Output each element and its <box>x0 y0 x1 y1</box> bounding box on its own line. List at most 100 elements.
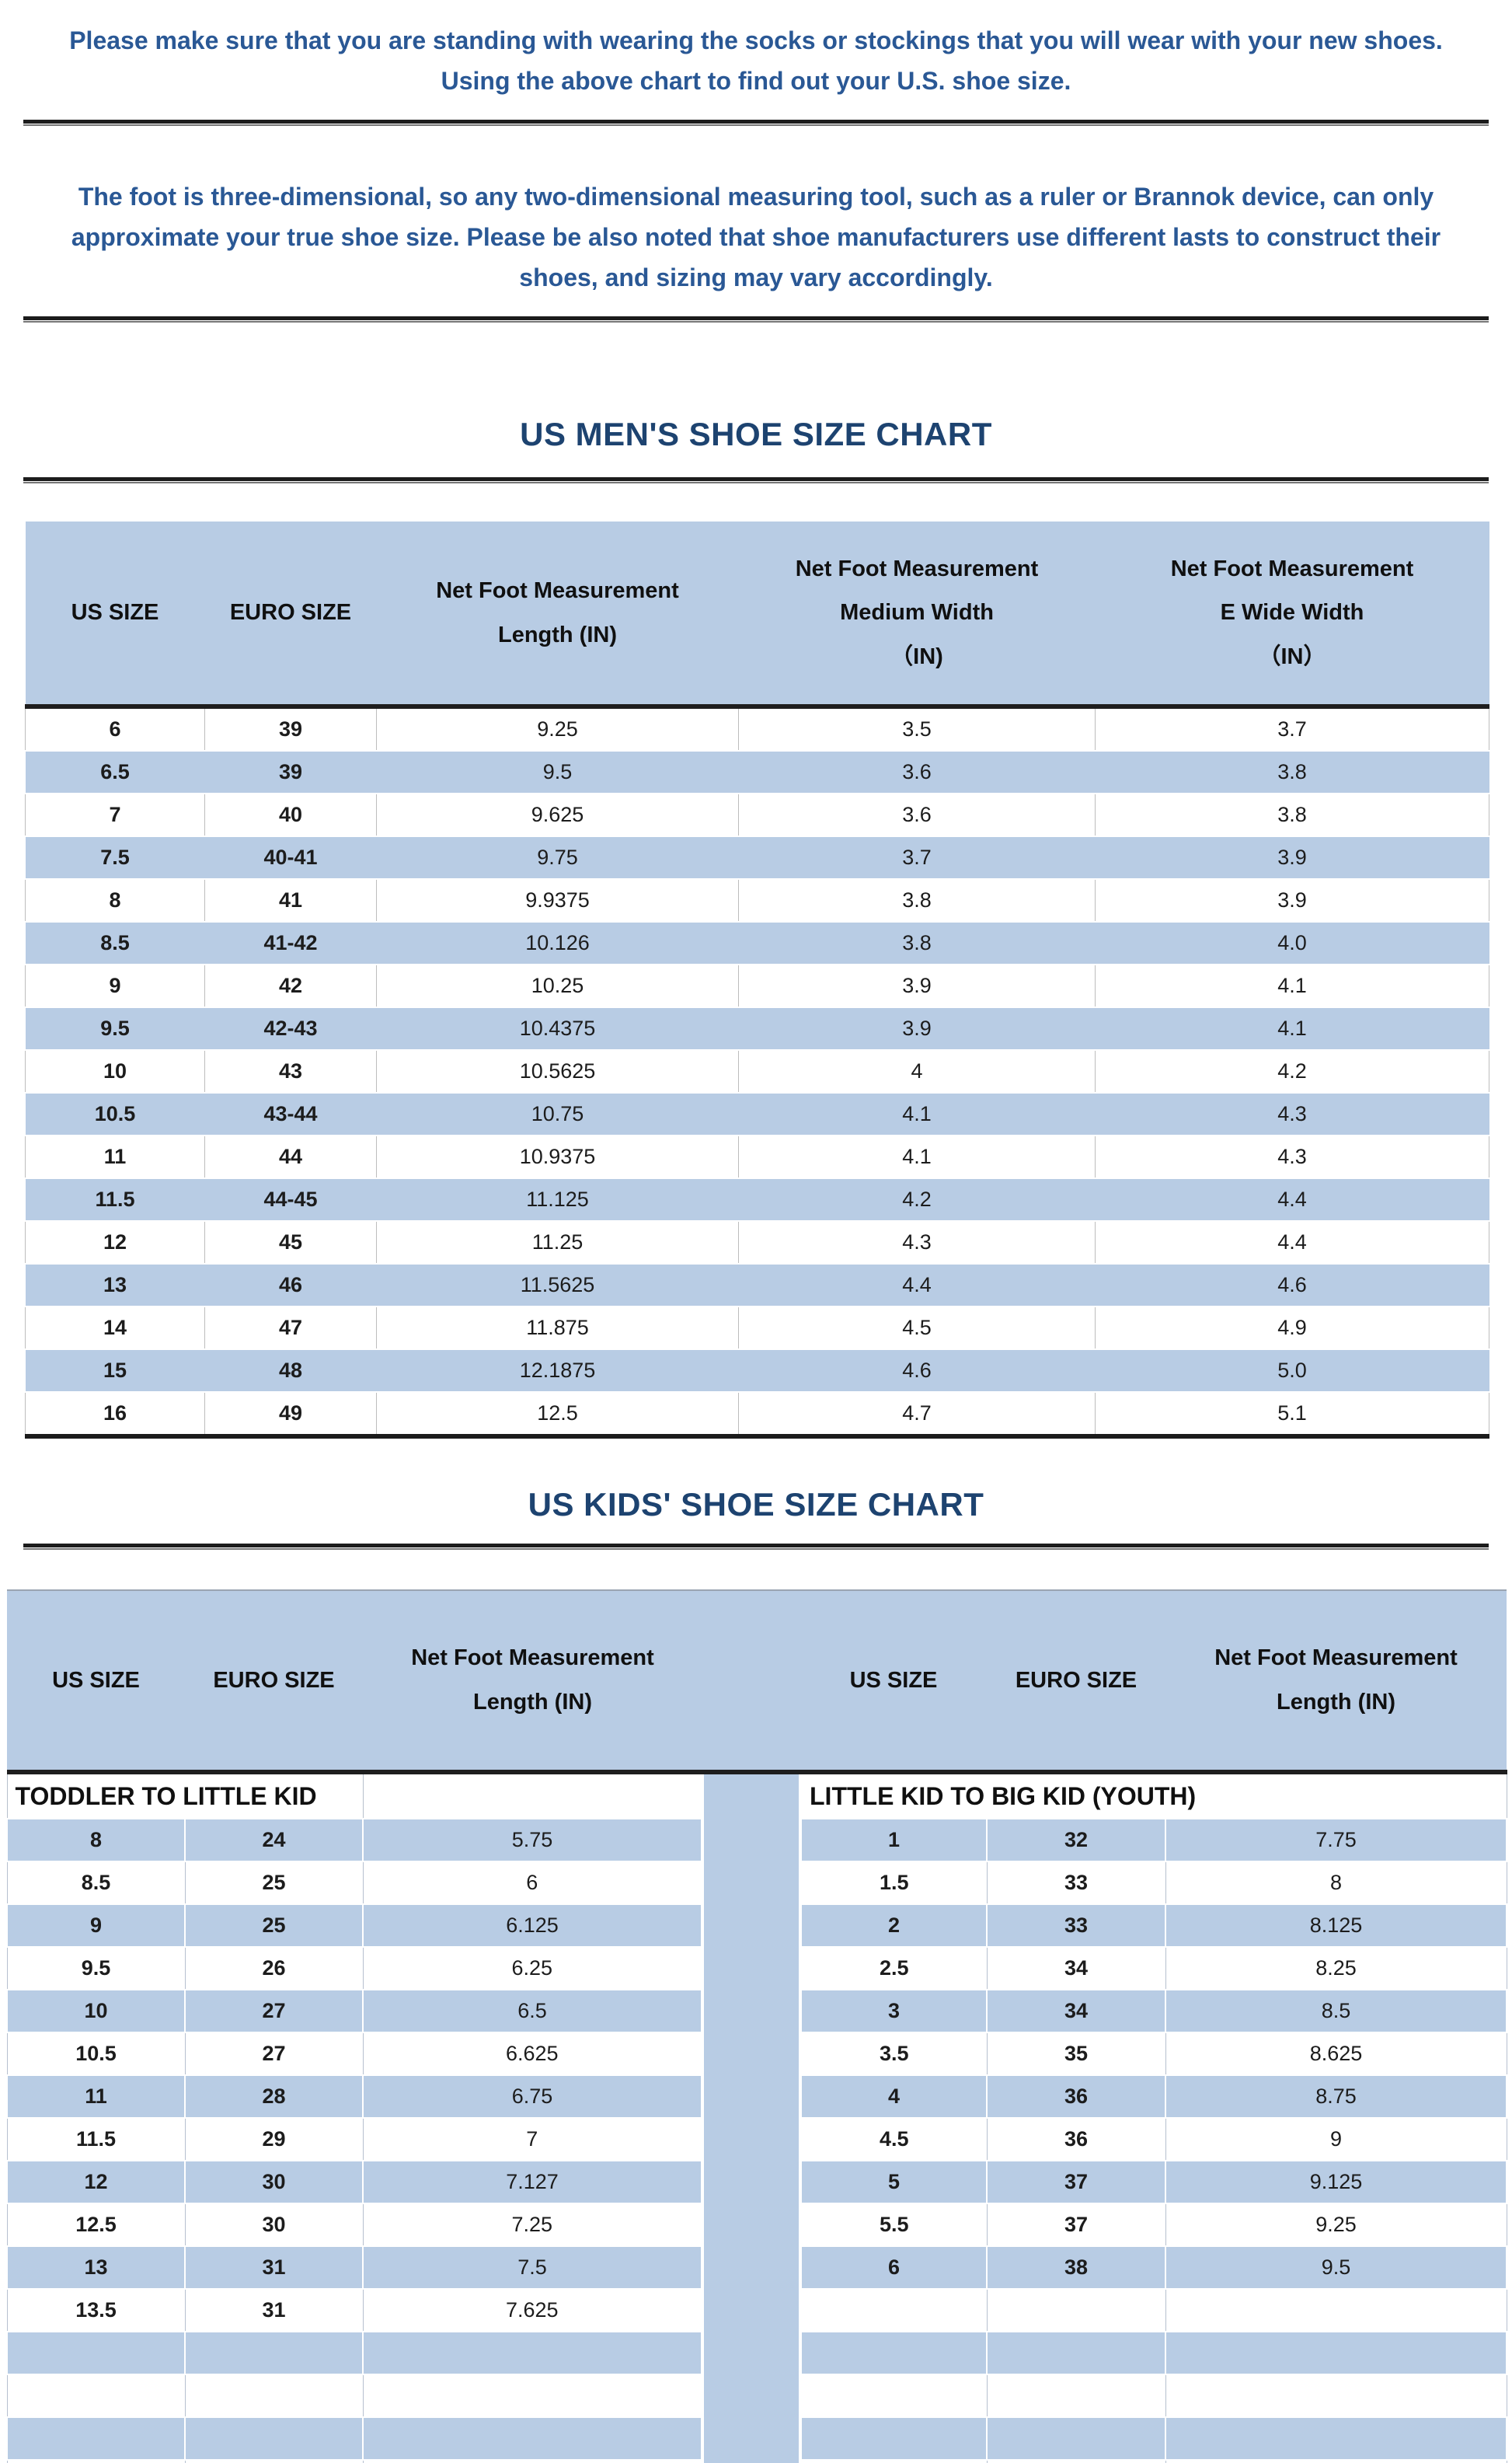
cell: 4.4 <box>738 1263 1096 1307</box>
cell: 40-41 <box>204 836 377 880</box>
cell: 46 <box>204 1263 377 1307</box>
cell: 3.6 <box>738 793 1096 837</box>
cell <box>362 2459 703 2463</box>
cell: 4.6 <box>1095 1263 1489 1307</box>
kids-col-header-us-size-left: US SIZE <box>7 1589 185 1774</box>
cell: 4.6 <box>738 1348 1096 1393</box>
column-gap <box>701 2032 802 2076</box>
table-row: 8.5 25 6 1.5 33 8 <box>6 1861 1507 1905</box>
mens-col-header-us-size: US SIZE <box>25 522 205 709</box>
cell: 11.25 <box>376 1220 739 1265</box>
table-row: 6 39 9.25 3.5 3.7 <box>25 706 1489 752</box>
column-gap <box>701 2459 802 2463</box>
table-row: 6.5 39 9.5 3.6 3.8 <box>25 750 1489 794</box>
cell: 4.4 <box>1095 1177 1489 1222</box>
table-row: 8 41 9.9375 3.8 3.9 <box>25 878 1489 923</box>
cell: 3.8 <box>1095 793 1489 837</box>
cell: 12.1875 <box>376 1348 739 1393</box>
kids-col-header-length-left: Net Foot Measurement Length (IN) <box>363 1589 702 1774</box>
cell: 47 <box>204 1306 377 1350</box>
cell: 10.5 <box>25 1092 205 1136</box>
cell: 27 <box>184 2032 364 2076</box>
table-row: 15 48 12.1875 4.6 5.0 <box>25 1348 1489 1393</box>
cell: 3.9 <box>1095 878 1489 923</box>
cell: 10 <box>25 1049 205 1094</box>
table-row: 8 24 5.75 1 32 7.75 <box>6 1818 1507 1862</box>
cell: 9.5 <box>25 1006 205 1051</box>
cell: 16 <box>25 1391 205 1439</box>
cell: 9.75 <box>376 836 739 880</box>
column-gap <box>701 1771 802 1819</box>
kids-col-header-euro-size-left: EURO SIZE <box>185 1589 363 1774</box>
cell: 10.5 <box>6 2032 186 2076</box>
cell: 6.5 <box>362 1989 703 2033</box>
cell <box>184 2374 364 2418</box>
mens-col-header-euro-size: EURO SIZE <box>204 522 377 709</box>
cell: 37 <box>986 2160 1166 2204</box>
cell: 6.125 <box>362 1903 703 1948</box>
mens-header-row: US SIZE EURO SIZE Net Foot Measurement L… <box>25 522 1489 709</box>
cell: 8.625 <box>1165 2032 1507 2076</box>
cell: 3.8 <box>738 878 1096 923</box>
cell: 5 <box>800 2160 988 2204</box>
cell <box>800 2331 988 2375</box>
cell: 3.5 <box>738 706 1096 752</box>
cell: 4.1 <box>738 1092 1096 1136</box>
cell: 10.5625 <box>376 1049 739 1094</box>
table-row <box>6 2331 1507 2375</box>
table-row: 9.5 42-43 10.4375 3.9 4.1 <box>25 1006 1489 1051</box>
column-gap <box>701 2160 802 2204</box>
table-row: 9.5 26 6.25 2.5 34 8.25 <box>6 1946 1507 1990</box>
cell: 9.9375 <box>376 878 739 923</box>
column-gap <box>701 1946 802 1990</box>
cell <box>362 2331 703 2375</box>
kids-group-row: TODDLER TO LITTLE KID LITTLE KID TO BIG … <box>6 1771 1507 1819</box>
cell <box>362 2416 703 2461</box>
cell: 31 <box>184 2245 364 2290</box>
cell: 6 <box>800 2245 988 2290</box>
cell: 7.5 <box>362 2245 703 2290</box>
cell: 8.125 <box>1165 1903 1507 1948</box>
cell: 9.25 <box>376 706 739 752</box>
divider-line-2 <box>23 316 1489 323</box>
mens-col-header-length: Net Foot Measurement Length (IN) <box>376 522 739 709</box>
cell: 11.125 <box>376 1177 739 1222</box>
table-row <box>6 2459 1507 2463</box>
cell: 35 <box>986 2032 1166 2076</box>
cell: 4.2 <box>1095 1049 1489 1094</box>
cell: 11 <box>25 1135 205 1179</box>
mens-col-header-e-wide-width: Net Foot Measurement E Wide Width （IN） <box>1095 522 1489 709</box>
cell: 3.9 <box>738 1006 1096 1051</box>
cell: 7.5 <box>25 836 205 880</box>
cell: 3 <box>800 1989 988 2033</box>
table-row: 11 44 10.9375 4.1 4.3 <box>25 1135 1489 1179</box>
cell <box>800 2416 988 2461</box>
cell: 42-43 <box>204 1006 377 1051</box>
column-gap <box>701 2416 802 2461</box>
table-row: 10 43 10.5625 4 4.2 <box>25 1049 1489 1094</box>
cell: 28 <box>184 2074 364 2119</box>
cell: 4.3 <box>1095 1092 1489 1136</box>
cell: 10 <box>6 1989 186 2033</box>
cell: 10.25 <box>376 964 739 1008</box>
cell: 11 <box>6 2074 186 2119</box>
cell: 9.25 <box>1165 2203 1507 2247</box>
cell: 30 <box>184 2203 364 2247</box>
cell: 4.9 <box>1095 1306 1489 1350</box>
divider-line-1 <box>23 120 1489 127</box>
cell: 42 <box>204 964 377 1008</box>
cell: 36 <box>986 2074 1166 2119</box>
table-row: 12 30 7.127 5 37 9.125 <box>6 2160 1507 2204</box>
cell: 3.7 <box>1095 706 1489 752</box>
cell: 2 <box>800 1903 988 1948</box>
cell: 11.875 <box>376 1306 739 1350</box>
table-row: 13 31 7.5 6 38 9.5 <box>6 2245 1507 2290</box>
cell: 11.5 <box>25 1177 205 1222</box>
cell: 43-44 <box>204 1092 377 1136</box>
cell: 10.4375 <box>376 1006 739 1051</box>
divider-line-4 <box>23 1544 1489 1551</box>
kids-table-body: 8 24 5.75 1 32 7.75 8.5 25 6 1.5 33 8 9 25 6.125 2 33 8.1… <box>6 1818 1507 2463</box>
kids-col-header-euro-size-right: EURO SIZE <box>987 1589 1165 1774</box>
cell <box>6 2374 186 2418</box>
